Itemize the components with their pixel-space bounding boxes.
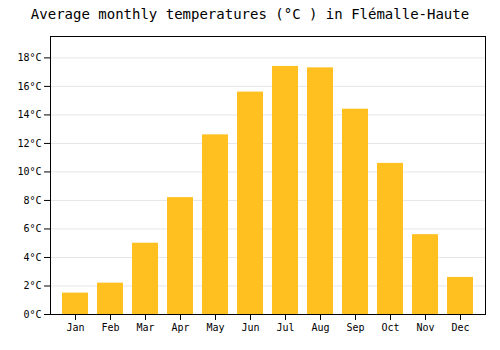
svg-text:0°C: 0°C <box>23 309 41 320</box>
svg-text:14°C: 14°C <box>17 109 41 120</box>
svg-text:Jun: Jun <box>241 322 259 333</box>
svg-text:Feb: Feb <box>101 322 119 333</box>
svg-text:16°C: 16°C <box>17 81 41 92</box>
svg-text:Nov: Nov <box>416 322 434 333</box>
svg-text:12°C: 12°C <box>17 138 41 149</box>
svg-text:2°C: 2°C <box>23 280 41 291</box>
svg-text:Jul: Jul <box>276 322 294 333</box>
svg-text:Dec: Dec <box>451 322 469 333</box>
svg-text:10°C: 10°C <box>17 166 41 177</box>
svg-text:Jan: Jan <box>66 322 84 333</box>
svg-text:Mar: Mar <box>136 322 154 333</box>
svg-text:Sep: Sep <box>346 322 364 333</box>
svg-text:Oct: Oct <box>381 322 399 333</box>
svg-text:8°C: 8°C <box>23 195 41 206</box>
svg-text:18°C: 18°C <box>17 52 41 63</box>
svg-text:May: May <box>206 322 224 333</box>
svg-text:Apr: Apr <box>171 322 189 333</box>
svg-text:4°C: 4°C <box>23 252 41 263</box>
svg-text:6°C: 6°C <box>23 223 41 234</box>
html-text:Average monthly temperatures (: Average monthly temperatures (°C ) in Fl… <box>30 6 470 22</box>
svg-text:Aug: Aug <box>311 322 329 333</box>
